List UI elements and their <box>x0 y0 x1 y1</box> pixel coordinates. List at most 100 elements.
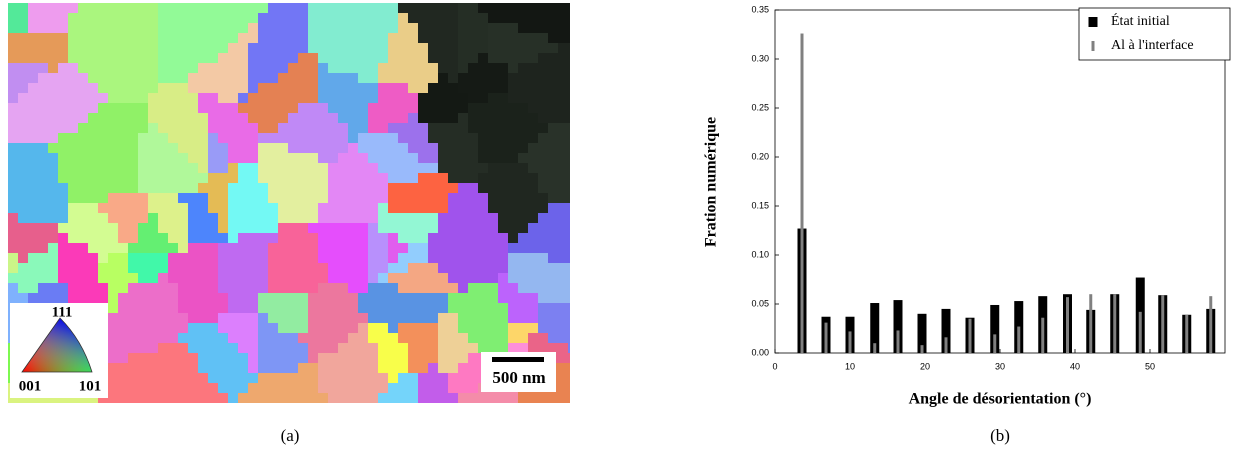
grain-cell <box>18 93 29 104</box>
grain-cell <box>78 123 89 134</box>
grain-cell <box>148 263 159 274</box>
grain-cell <box>528 193 539 204</box>
grain-cell <box>338 253 349 264</box>
grain-cell <box>398 43 409 54</box>
grain-cell <box>278 243 289 254</box>
grain-cell <box>508 73 519 84</box>
grain-cell <box>78 233 89 244</box>
grain-cell <box>548 243 559 254</box>
grain-cell <box>568 13 570 24</box>
grain-cell <box>568 143 570 154</box>
grain-cell <box>228 113 239 124</box>
grain-cell <box>568 183 570 194</box>
grain-cell <box>558 163 569 174</box>
grain-cell <box>518 133 529 144</box>
grain-cell <box>98 53 109 64</box>
grain-cell <box>58 113 69 124</box>
grain-cell <box>328 163 339 174</box>
grain-cell <box>438 273 449 284</box>
grain-cell <box>228 303 239 314</box>
grain-cell <box>418 353 429 364</box>
grain-cell <box>198 143 209 154</box>
grain-cell <box>148 273 159 284</box>
grain-cell <box>68 113 79 124</box>
grain-cell <box>108 393 119 403</box>
grain-cell <box>468 33 479 44</box>
grain-cell <box>358 383 369 394</box>
grain-cell <box>448 113 459 124</box>
grain-cell <box>328 143 339 154</box>
grain-cell <box>438 283 449 294</box>
grain-cell <box>558 353 569 364</box>
grain-cell <box>18 193 29 204</box>
grain-cell <box>168 263 179 274</box>
grain-cell <box>498 33 509 44</box>
grain-cell <box>318 123 329 134</box>
grain-cell <box>68 103 79 114</box>
grain-cell <box>208 23 219 34</box>
grain-cell <box>8 43 19 54</box>
grain-cell <box>518 123 529 134</box>
grain-cell <box>348 373 359 384</box>
grain-cell <box>328 173 339 184</box>
grain-cell <box>488 263 499 274</box>
grain-cell <box>218 183 229 194</box>
grain-cell <box>418 203 429 214</box>
grain-cell <box>68 193 79 204</box>
grain-cell <box>258 213 269 224</box>
grain-cell <box>198 123 209 134</box>
grain-cell <box>268 113 279 124</box>
grain-cell <box>328 13 339 24</box>
grain-cell <box>58 123 69 134</box>
grain-cell <box>58 43 69 54</box>
grain-cell <box>368 343 379 354</box>
grain-cell <box>78 223 89 234</box>
grain-cell <box>318 173 329 184</box>
grain-cell <box>428 213 439 224</box>
grain-cell <box>528 283 539 294</box>
grain-cell <box>308 183 319 194</box>
grain-cell <box>478 23 489 34</box>
grain-cell <box>168 323 179 334</box>
grain-cell <box>478 393 489 403</box>
grain-cell <box>558 63 569 74</box>
bar <box>870 303 880 353</box>
grain-cell <box>88 33 99 44</box>
grain-cell <box>248 393 259 403</box>
grain-cell <box>178 193 189 204</box>
grain-cell <box>38 133 49 144</box>
grain-cell <box>518 203 529 214</box>
grain-cell <box>398 323 409 334</box>
x-tick-label: 20 <box>920 361 930 371</box>
grain-cell <box>388 313 399 324</box>
grain-cell <box>178 323 189 334</box>
grain-cell <box>58 3 69 14</box>
grain-cell <box>268 213 279 224</box>
grain-cell <box>218 293 229 304</box>
grain-cell <box>58 243 69 254</box>
grain-cell <box>428 83 439 94</box>
grain-cell <box>158 183 169 194</box>
grain-cell <box>98 253 109 264</box>
grain-cell <box>238 243 249 254</box>
grain-cell <box>188 393 199 403</box>
grain-cell <box>68 223 79 234</box>
grain-cell <box>398 23 409 34</box>
grain-cell <box>158 113 169 124</box>
grain-cell <box>228 353 239 364</box>
grain-cell <box>158 273 169 284</box>
grain-cell <box>378 323 389 334</box>
grain-cell <box>368 173 379 184</box>
grain-cell <box>88 93 99 104</box>
grain-cell <box>548 193 559 204</box>
grain-cell <box>358 193 369 204</box>
grain-cell <box>238 303 249 314</box>
grain-cell <box>158 243 169 254</box>
grain-cell <box>408 53 419 64</box>
grain-cell <box>538 343 549 354</box>
grain-cell <box>98 93 109 104</box>
grain-cell <box>418 73 429 84</box>
grain-cell <box>68 263 79 274</box>
grain-cell <box>398 3 409 14</box>
grain-cell <box>78 93 89 104</box>
